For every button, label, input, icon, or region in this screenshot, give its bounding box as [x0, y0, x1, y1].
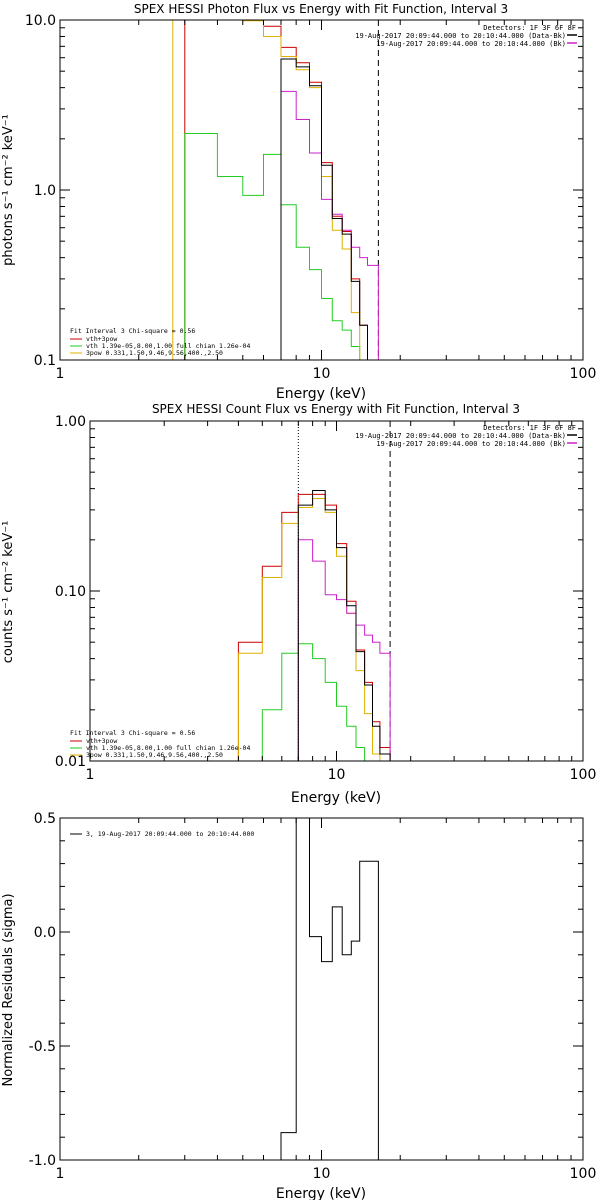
legend-3pow: 3pow 0.331,1.50,9.46,9.56,400.,2.50	[86, 349, 223, 357]
y-tick-label: 0.1	[34, 353, 56, 369]
legend-3pow-2: 3pow 0.331,1.50,9.46,9.56,400.,2.50	[86, 751, 223, 759]
x-tick-label: 10	[313, 366, 331, 382]
photon-flux-title: SPEX HESSI Photon Flux vs Energy with Fi…	[134, 2, 508, 16]
legend-bk: 19-Aug-2017 20:09:44.000 to 20:10:44.000…	[376, 40, 566, 48]
legend-fit-interval: Fit Interval 3 Chi-square = 0.56	[70, 327, 195, 335]
count-flux-ylabel: counts s⁻¹ cm⁻² keV⁻¹	[1, 521, 16, 664]
series-bk-step	[280, 90, 379, 360]
residuals-panel: Energy (keV) Normalized Residuals (sigma…	[1, 811, 596, 1200]
y-tick-label: 10.0	[25, 13, 56, 29]
series-vth-step	[184, 133, 361, 360]
count-flux-panel: SPEX HESSI Count Flux vs Energy with Fit…	[1, 402, 596, 806]
legend-detectors: Detectors: 1F 3F 6F 8F	[483, 24, 576, 32]
residuals-ylabel: Normalized Residuals (sigma)	[1, 893, 16, 1086]
y-tick-label: 1.0	[34, 183, 56, 199]
legend-vth3pow-2: vth+3pow	[86, 737, 117, 745]
x-tick-label: 1	[86, 767, 95, 783]
photon-flux-ylabel: photons s⁻¹ cm⁻² keV⁻¹	[1, 114, 16, 266]
series-vth-3pow-step	[184, 20, 379, 360]
y-tick-label: 0.01	[55, 754, 86, 770]
legend-vth-2: vth 1.39e-05,8.00,1.00 full chian 1.26e-…	[86, 744, 250, 752]
y-tick-label: -1.0	[29, 1153, 56, 1169]
x-tick-label: 1	[56, 1166, 65, 1182]
series-3pow-step	[172, 20, 361, 360]
y-tick-label: 0.10	[55, 584, 86, 600]
series-bk-step	[297, 539, 391, 761]
plot-frame	[89, 420, 584, 762]
y-tick-label: 0.5	[34, 811, 56, 827]
photon-flux-panel: SPEX HESSI Photon Flux vs Energy with Fi…	[1, 2, 597, 402]
series-3-19-aug-2017-20-09-44-000-to-20-10-44-000-step	[280, 818, 379, 1160]
count-flux-xlabel: Energy (keV)	[291, 790, 381, 806]
legend-fit-interval-2: Fit Interval 3 Chi-square = 0.56	[70, 729, 195, 737]
residuals-legend: 3, 19-Aug-2017 20:09:44.000 to 20:10:44.…	[70, 830, 254, 838]
series-data-bk-step	[297, 490, 391, 761]
plot-frame	[59, 817, 584, 1161]
x-tick-label: 1	[56, 366, 65, 382]
x-tick-label: 100	[570, 1166, 597, 1182]
x-tick-label: 100	[570, 366, 597, 382]
y-tick-label: 1.00	[55, 414, 86, 430]
x-tick-label: 10	[313, 1166, 331, 1182]
residuals-xlabel: Energy (keV)	[276, 1186, 366, 1200]
y-tick-label: 0.0	[34, 925, 56, 941]
count-flux-legend-topright: Detectors: 1F 3F 6F 8F 19-Aug-2017 20:09…	[355, 424, 577, 448]
series-data-bk-step	[280, 58, 379, 360]
count-flux-legend-bottomleft: Fit Interval 3 Chi-square = 0.56 vth+3po…	[70, 729, 250, 759]
series-vth-3pow-step	[207, 493, 391, 761]
legend-detectors-2: Detectors: 1F 3F 6F 8F	[483, 424, 576, 432]
photon-flux-xlabel: Energy (keV)	[276, 386, 366, 402]
legend-data-bk-2: 19-Aug-2017 20:09:44.000 to 20:10:44.000…	[355, 432, 566, 440]
x-tick-label: 100	[570, 767, 597, 783]
legend-vth3pow: vth+3pow	[86, 335, 117, 343]
legend-bk-2: 19-Aug-2017 20:09:44.000 to 20:10:44.000…	[376, 440, 566, 448]
series-vth-step	[207, 643, 373, 761]
legend-vth: vth 1.39e-05,8.00,1.00 full chian 1.26e-…	[86, 342, 250, 350]
count-flux-title: SPEX HESSI Count Flux vs Energy with Fit…	[152, 402, 520, 416]
photon-flux-legend-bottomleft: Fit Interval 3 Chi-square = 0.56 vth+3po…	[70, 327, 250, 357]
legend-data-bk: 19-Aug-2017 20:09:44.000 to 20:10:44.000…	[355, 32, 566, 40]
x-tick-label: 10	[328, 767, 346, 783]
y-tick-label: -0.5	[29, 1039, 56, 1055]
series-3pow-step	[207, 498, 391, 761]
photon-flux-legend-topright: Detectors: 1F 3F 6F 8F 19-Aug-2017 20:09…	[355, 24, 577, 48]
residuals-legend-label: 3, 19-Aug-2017 20:09:44.000 to 20:10:44.…	[86, 830, 254, 838]
